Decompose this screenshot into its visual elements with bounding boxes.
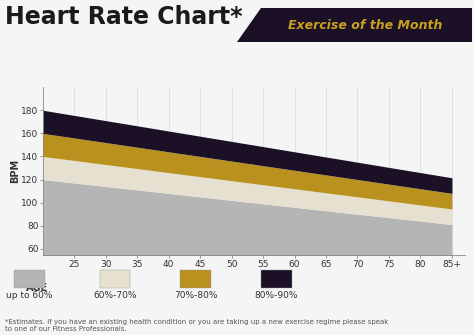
Text: *Estimates. If you have an existing health condition or you are taking up a new : *Estimates. If you have an existing heal… <box>5 319 388 332</box>
Y-axis label: BPM: BPM <box>10 159 20 183</box>
Text: 70%-80%: 70%-80% <box>174 291 217 300</box>
Text: Heart Rate Chart*: Heart Rate Chart* <box>5 5 242 29</box>
Text: up to 60%: up to 60% <box>6 291 53 300</box>
Text: AGE: AGE <box>26 283 48 293</box>
Text: Exercise of the Month: Exercise of the Month <box>288 19 442 31</box>
Text: 80%-90%: 80%-90% <box>255 291 298 300</box>
Text: 60%-70%: 60%-70% <box>93 291 137 300</box>
